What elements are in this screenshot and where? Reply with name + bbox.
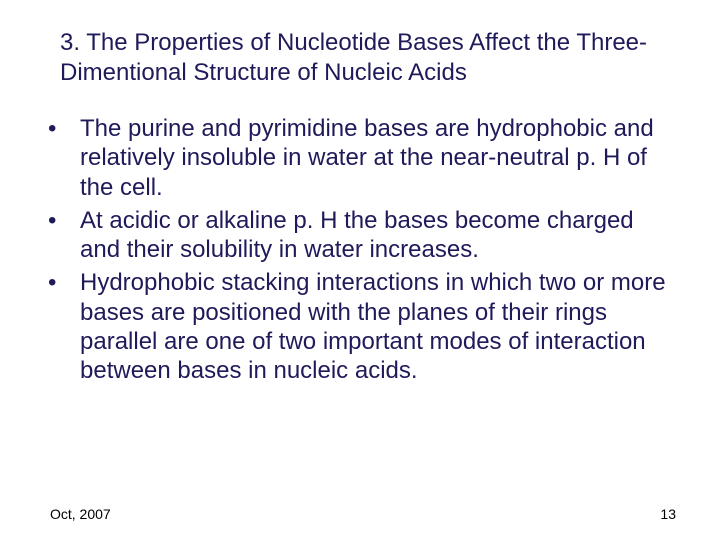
footer-page-number: 13 [660,506,676,522]
slide-container: 3. The Properties of Nucleotide Bases Af… [0,0,720,540]
slide-title: 3. The Properties of Nucleotide Bases Af… [60,28,680,88]
list-item: At acidic or alkaline p. H the bases bec… [40,206,680,265]
slide-footer: Oct, 2007 13 [50,506,676,522]
list-item: Hydrophobic stacking interactions in whi… [40,268,680,385]
footer-date: Oct, 2007 [50,506,111,522]
bullet-list: The purine and pyrimidine bases are hydr… [40,114,680,385]
list-item: The purine and pyrimidine bases are hydr… [40,114,680,202]
